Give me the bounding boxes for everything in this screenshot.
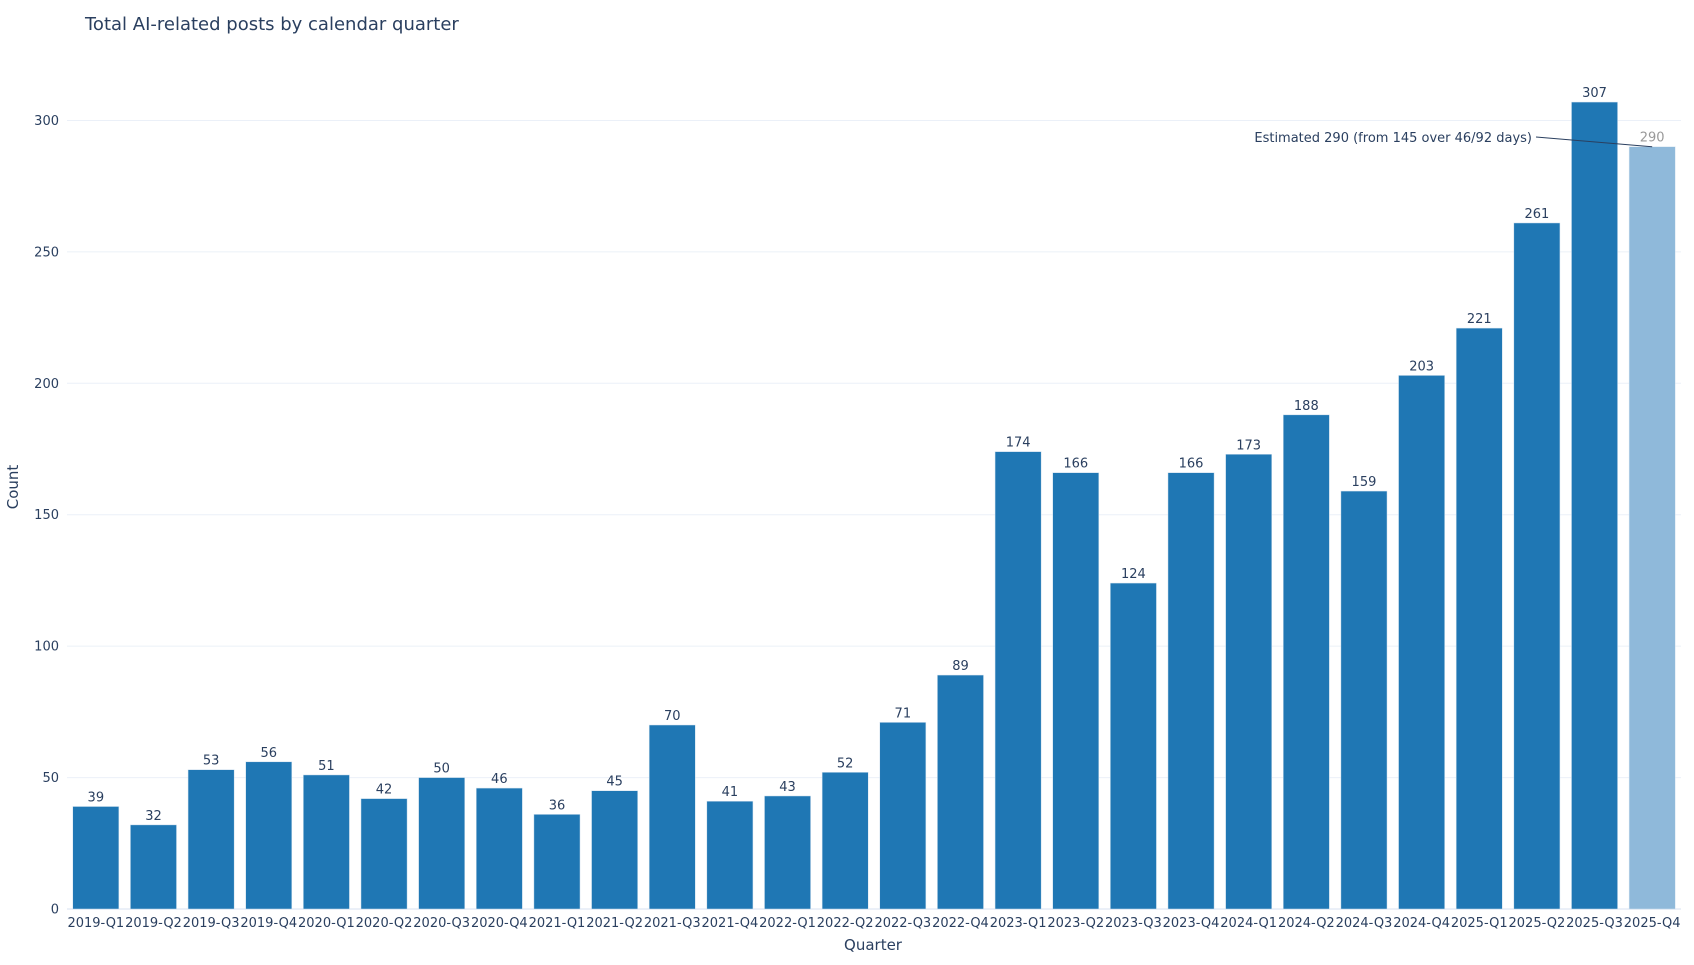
data-label: 89 bbox=[952, 659, 969, 674]
y-tick-label: 0 bbox=[51, 903, 59, 918]
data-label: 188 bbox=[1294, 399, 1319, 414]
y-tick-label: 200 bbox=[34, 377, 59, 392]
x-tick-label: 2025-Q1 bbox=[1451, 916, 1508, 931]
x-tick-label: 2024-Q4 bbox=[1393, 916, 1450, 931]
data-label: 307 bbox=[1582, 86, 1607, 101]
y-tick-label: 250 bbox=[34, 245, 59, 260]
x-tick-label: 2024-Q1 bbox=[1220, 916, 1277, 931]
data-label: 32 bbox=[145, 809, 162, 824]
x-tick-label: 2019-Q2 bbox=[125, 916, 182, 931]
bar bbox=[533, 814, 581, 910]
data-label: 50 bbox=[433, 762, 450, 777]
data-label: 290 bbox=[1640, 131, 1665, 146]
data-label: 41 bbox=[722, 785, 739, 800]
y-tick-label: 100 bbox=[34, 640, 59, 655]
data-label: 43 bbox=[779, 780, 796, 795]
data-label: 70 bbox=[664, 709, 681, 724]
data-label: 42 bbox=[376, 783, 393, 798]
bar bbox=[1398, 375, 1445, 910]
data-label: 166 bbox=[1179, 457, 1204, 472]
x-tick-label: 2024-Q3 bbox=[1336, 916, 1393, 931]
x-tick-label: 2020-Q4 bbox=[471, 916, 528, 931]
data-label: 221 bbox=[1467, 312, 1492, 327]
bar bbox=[72, 806, 120, 910]
bar bbox=[1455, 327, 1503, 910]
x-tick-label: 2023-Q4 bbox=[1163, 916, 1220, 931]
x-tick-label: 2021-Q1 bbox=[529, 916, 586, 931]
data-label: 174 bbox=[1006, 436, 1031, 451]
x-tick-label: 2020-Q1 bbox=[298, 916, 355, 931]
x-tick-label: 2019-Q4 bbox=[240, 916, 297, 931]
bar bbox=[706, 800, 754, 910]
bar bbox=[821, 772, 869, 910]
bar bbox=[937, 674, 984, 910]
bar bbox=[1513, 222, 1561, 910]
x-tick-label: 2020-Q2 bbox=[356, 916, 413, 931]
data-label: 51 bbox=[318, 759, 335, 774]
x-tick-label: 2023-Q3 bbox=[1105, 916, 1162, 931]
x-tick-label: 2022-Q1 bbox=[759, 916, 816, 931]
y-axis-label: Count bbox=[4, 465, 22, 510]
x-tick-label: 2024-Q2 bbox=[1278, 916, 1335, 931]
data-label: 203 bbox=[1409, 359, 1434, 374]
data-label: 45 bbox=[606, 775, 623, 790]
y-tick-label: 300 bbox=[34, 114, 59, 129]
x-tick-label: 2021-Q4 bbox=[702, 916, 759, 931]
annotation-arrow bbox=[1535, 136, 1653, 148]
bar bbox=[418, 777, 465, 910]
chart-title: Total AI-related posts by calendar quart… bbox=[84, 14, 459, 35]
x-tick-label: 2025-Q4 bbox=[1624, 916, 1681, 931]
bar bbox=[1340, 490, 1388, 910]
data-label: 159 bbox=[1352, 475, 1377, 490]
data-label: 46 bbox=[491, 772, 508, 787]
x-tick-label: 2023-Q2 bbox=[1047, 916, 1104, 931]
data-label: 53 bbox=[203, 754, 220, 769]
bar bbox=[648, 724, 696, 910]
bar bbox=[360, 798, 408, 910]
x-tick-label: 2023-Q1 bbox=[990, 916, 1047, 931]
bar bbox=[994, 451, 1042, 910]
x-tick-label: 2025-Q3 bbox=[1566, 916, 1623, 931]
bar bbox=[1110, 582, 1157, 910]
data-label: 261 bbox=[1524, 207, 1549, 222]
bar bbox=[187, 769, 235, 910]
bar bbox=[764, 795, 811, 910]
bar bbox=[130, 824, 177, 910]
x-tick-label: 2022-Q2 bbox=[817, 916, 874, 931]
data-label: 52 bbox=[837, 756, 854, 771]
bar bbox=[1052, 472, 1100, 910]
y-tick-label: 50 bbox=[42, 771, 59, 786]
bar bbox=[879, 722, 927, 910]
data-label: 71 bbox=[895, 706, 912, 721]
x-tick-label: 2020-Q3 bbox=[413, 916, 470, 931]
bar bbox=[1283, 414, 1330, 910]
x-tick-label: 2025-Q2 bbox=[1509, 916, 1566, 931]
data-label: 36 bbox=[549, 798, 566, 813]
bar bbox=[303, 774, 350, 910]
x-tick-label: 2019-Q1 bbox=[67, 916, 124, 931]
bar bbox=[1628, 146, 1676, 910]
x-tick-label: 2021-Q3 bbox=[644, 916, 701, 931]
data-label: 166 bbox=[1063, 457, 1088, 472]
x-axis-label: Quarter bbox=[844, 936, 903, 954]
bar bbox=[1167, 472, 1215, 910]
bar bbox=[1225, 454, 1272, 910]
x-tick-label: 2021-Q2 bbox=[586, 916, 643, 931]
y-tick-label: 150 bbox=[34, 508, 59, 523]
data-label: 39 bbox=[88, 790, 105, 805]
x-tick-label: 2022-Q4 bbox=[932, 916, 989, 931]
data-label: 124 bbox=[1121, 567, 1146, 582]
annotation-text: Estimated 290 (from 145 over 46/92 days) bbox=[1254, 131, 1532, 146]
bar bbox=[1571, 101, 1618, 910]
data-label: 56 bbox=[260, 746, 277, 761]
x-tick-label: 2019-Q3 bbox=[183, 916, 240, 931]
bar bbox=[245, 761, 293, 910]
bar bbox=[591, 790, 638, 910]
x-tick-label: 2022-Q3 bbox=[874, 916, 931, 931]
bar bbox=[476, 787, 523, 910]
data-label: 173 bbox=[1236, 438, 1261, 453]
